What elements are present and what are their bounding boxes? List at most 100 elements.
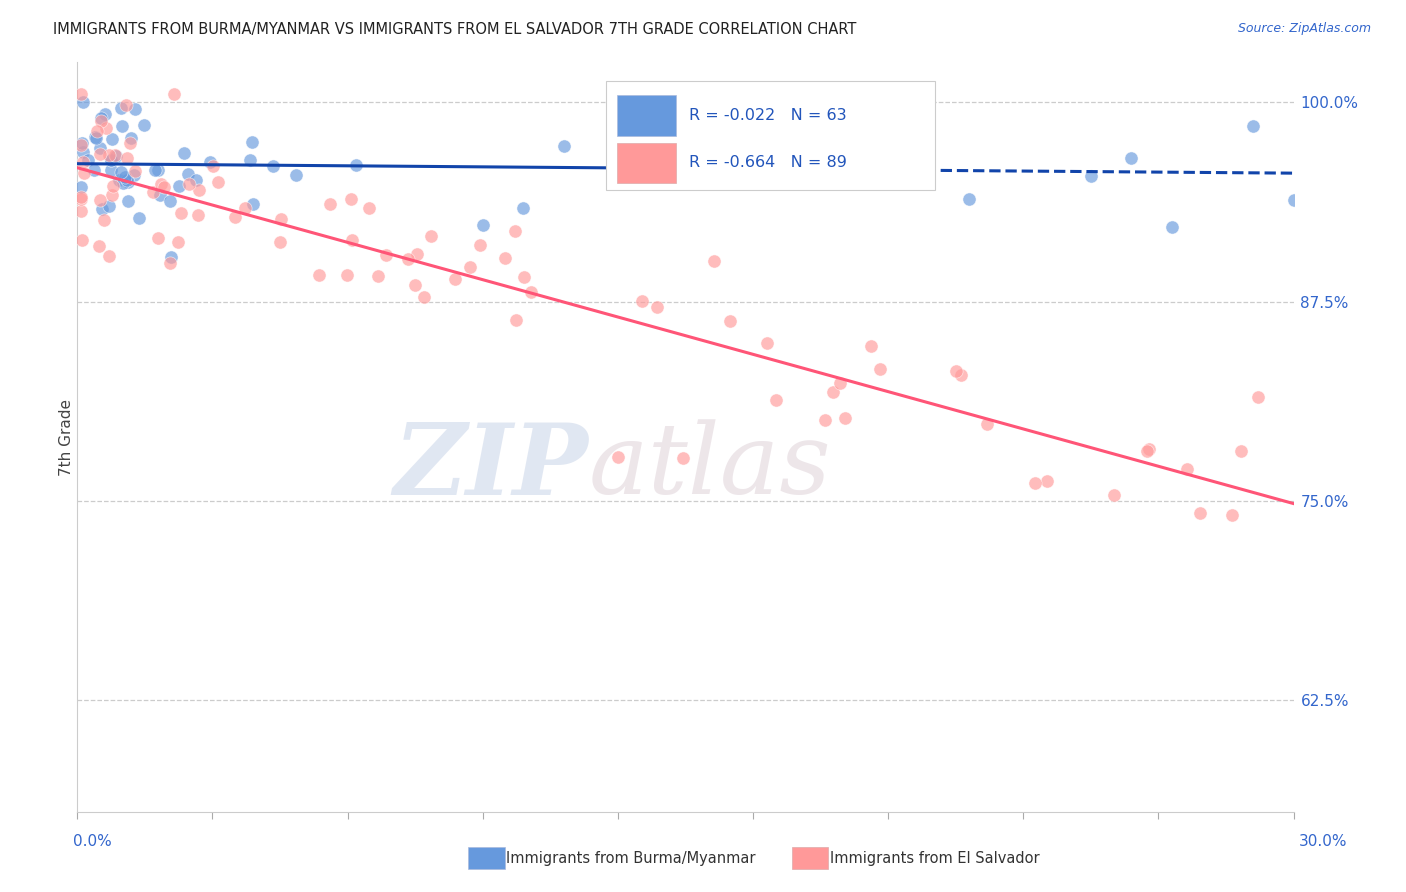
- Point: [70, 233, 93, 247]
- Point: [224, 210, 246, 224]
- Point: [198, 154, 221, 169]
- Point: [645, 300, 668, 314]
- Point: [177, 167, 200, 181]
- Point: [815, 157, 838, 171]
- Point: [115, 173, 138, 187]
- Point: [877, 120, 900, 134]
- Point: [83, 130, 105, 145]
- Point: [262, 159, 284, 173]
- Point: [505, 313, 527, 327]
- Point: [101, 132, 124, 146]
- Y-axis label: 7th Grade: 7th Grade: [59, 399, 73, 475]
- Point: [89, 141, 111, 155]
- Point: [270, 212, 292, 227]
- Point: [233, 201, 256, 215]
- Point: [97, 148, 120, 162]
- Point: [98, 249, 121, 263]
- Text: IMMIGRANTS FROM BURMA/MYANMAR VS IMMIGRANTS FROM EL SALVADOR 7TH GRADE CORRELATI: IMMIGRANTS FROM BURMA/MYANMAR VS IMMIGRA…: [53, 22, 856, 37]
- Point: [860, 339, 883, 353]
- Point: [207, 175, 229, 189]
- Text: Immigrants from El Salvador: Immigrants from El Salvador: [830, 851, 1039, 865]
- Text: R = -0.664   N = 89: R = -0.664 N = 89: [689, 155, 846, 170]
- Point: [1175, 462, 1198, 476]
- Point: [344, 158, 367, 172]
- FancyBboxPatch shape: [606, 81, 935, 190]
- Point: [115, 151, 138, 165]
- Point: [167, 179, 190, 194]
- Point: [1222, 508, 1244, 522]
- Point: [202, 159, 225, 173]
- Point: [70, 87, 93, 102]
- Point: [115, 98, 138, 112]
- Point: [308, 268, 330, 282]
- Point: [1121, 151, 1143, 165]
- Point: [91, 202, 114, 216]
- Point: [1161, 219, 1184, 234]
- Point: [149, 187, 172, 202]
- Point: [1135, 443, 1157, 458]
- Point: [821, 385, 844, 400]
- Point: [110, 164, 132, 178]
- Point: [142, 186, 165, 200]
- Point: [513, 270, 536, 285]
- Text: 30.0%: 30.0%: [1299, 834, 1347, 848]
- Point: [159, 194, 181, 208]
- Point: [90, 113, 112, 128]
- Point: [367, 268, 389, 283]
- Point: [117, 194, 139, 208]
- Point: [128, 211, 150, 225]
- Point: [111, 119, 134, 133]
- Point: [100, 162, 122, 177]
- Point: [1241, 119, 1264, 133]
- Point: [396, 252, 419, 266]
- Point: [70, 203, 93, 218]
- Point: [173, 146, 195, 161]
- Text: R = -0.022   N = 63: R = -0.022 N = 63: [689, 108, 846, 123]
- Point: [167, 235, 190, 249]
- Point: [112, 177, 135, 191]
- Point: [187, 208, 209, 222]
- Point: [404, 277, 426, 292]
- Point: [470, 237, 492, 252]
- Point: [72, 136, 94, 151]
- Point: [406, 247, 429, 261]
- Point: [186, 173, 208, 187]
- Point: [89, 239, 111, 253]
- Point: [108, 173, 131, 187]
- Point: [950, 368, 973, 383]
- Point: [124, 163, 146, 178]
- Point: [494, 251, 516, 265]
- Point: [503, 224, 526, 238]
- Point: [1247, 390, 1270, 404]
- Point: [945, 364, 967, 378]
- Point: [76, 153, 98, 168]
- Point: [93, 212, 115, 227]
- Point: [834, 410, 856, 425]
- Point: [607, 450, 630, 464]
- Point: [458, 260, 481, 275]
- Text: Immigrants from Burma/Myanmar: Immigrants from Burma/Myanmar: [506, 851, 755, 865]
- Point: [134, 118, 156, 132]
- Point: [73, 166, 96, 180]
- Point: [86, 124, 108, 138]
- Point: [72, 155, 94, 169]
- Point: [1102, 488, 1125, 502]
- Point: [765, 392, 787, 407]
- Point: [149, 177, 172, 191]
- Point: [120, 130, 142, 145]
- Point: [177, 177, 200, 191]
- Point: [89, 147, 111, 161]
- FancyBboxPatch shape: [617, 143, 676, 183]
- Point: [239, 153, 262, 167]
- Point: [163, 87, 186, 102]
- Point: [419, 228, 441, 243]
- Point: [957, 193, 980, 207]
- Point: [830, 376, 852, 390]
- Point: [285, 169, 308, 183]
- Point: [319, 197, 342, 211]
- Point: [520, 285, 543, 300]
- Point: [342, 233, 364, 247]
- Point: [671, 450, 693, 465]
- Point: [1080, 169, 1102, 183]
- Point: [240, 135, 263, 149]
